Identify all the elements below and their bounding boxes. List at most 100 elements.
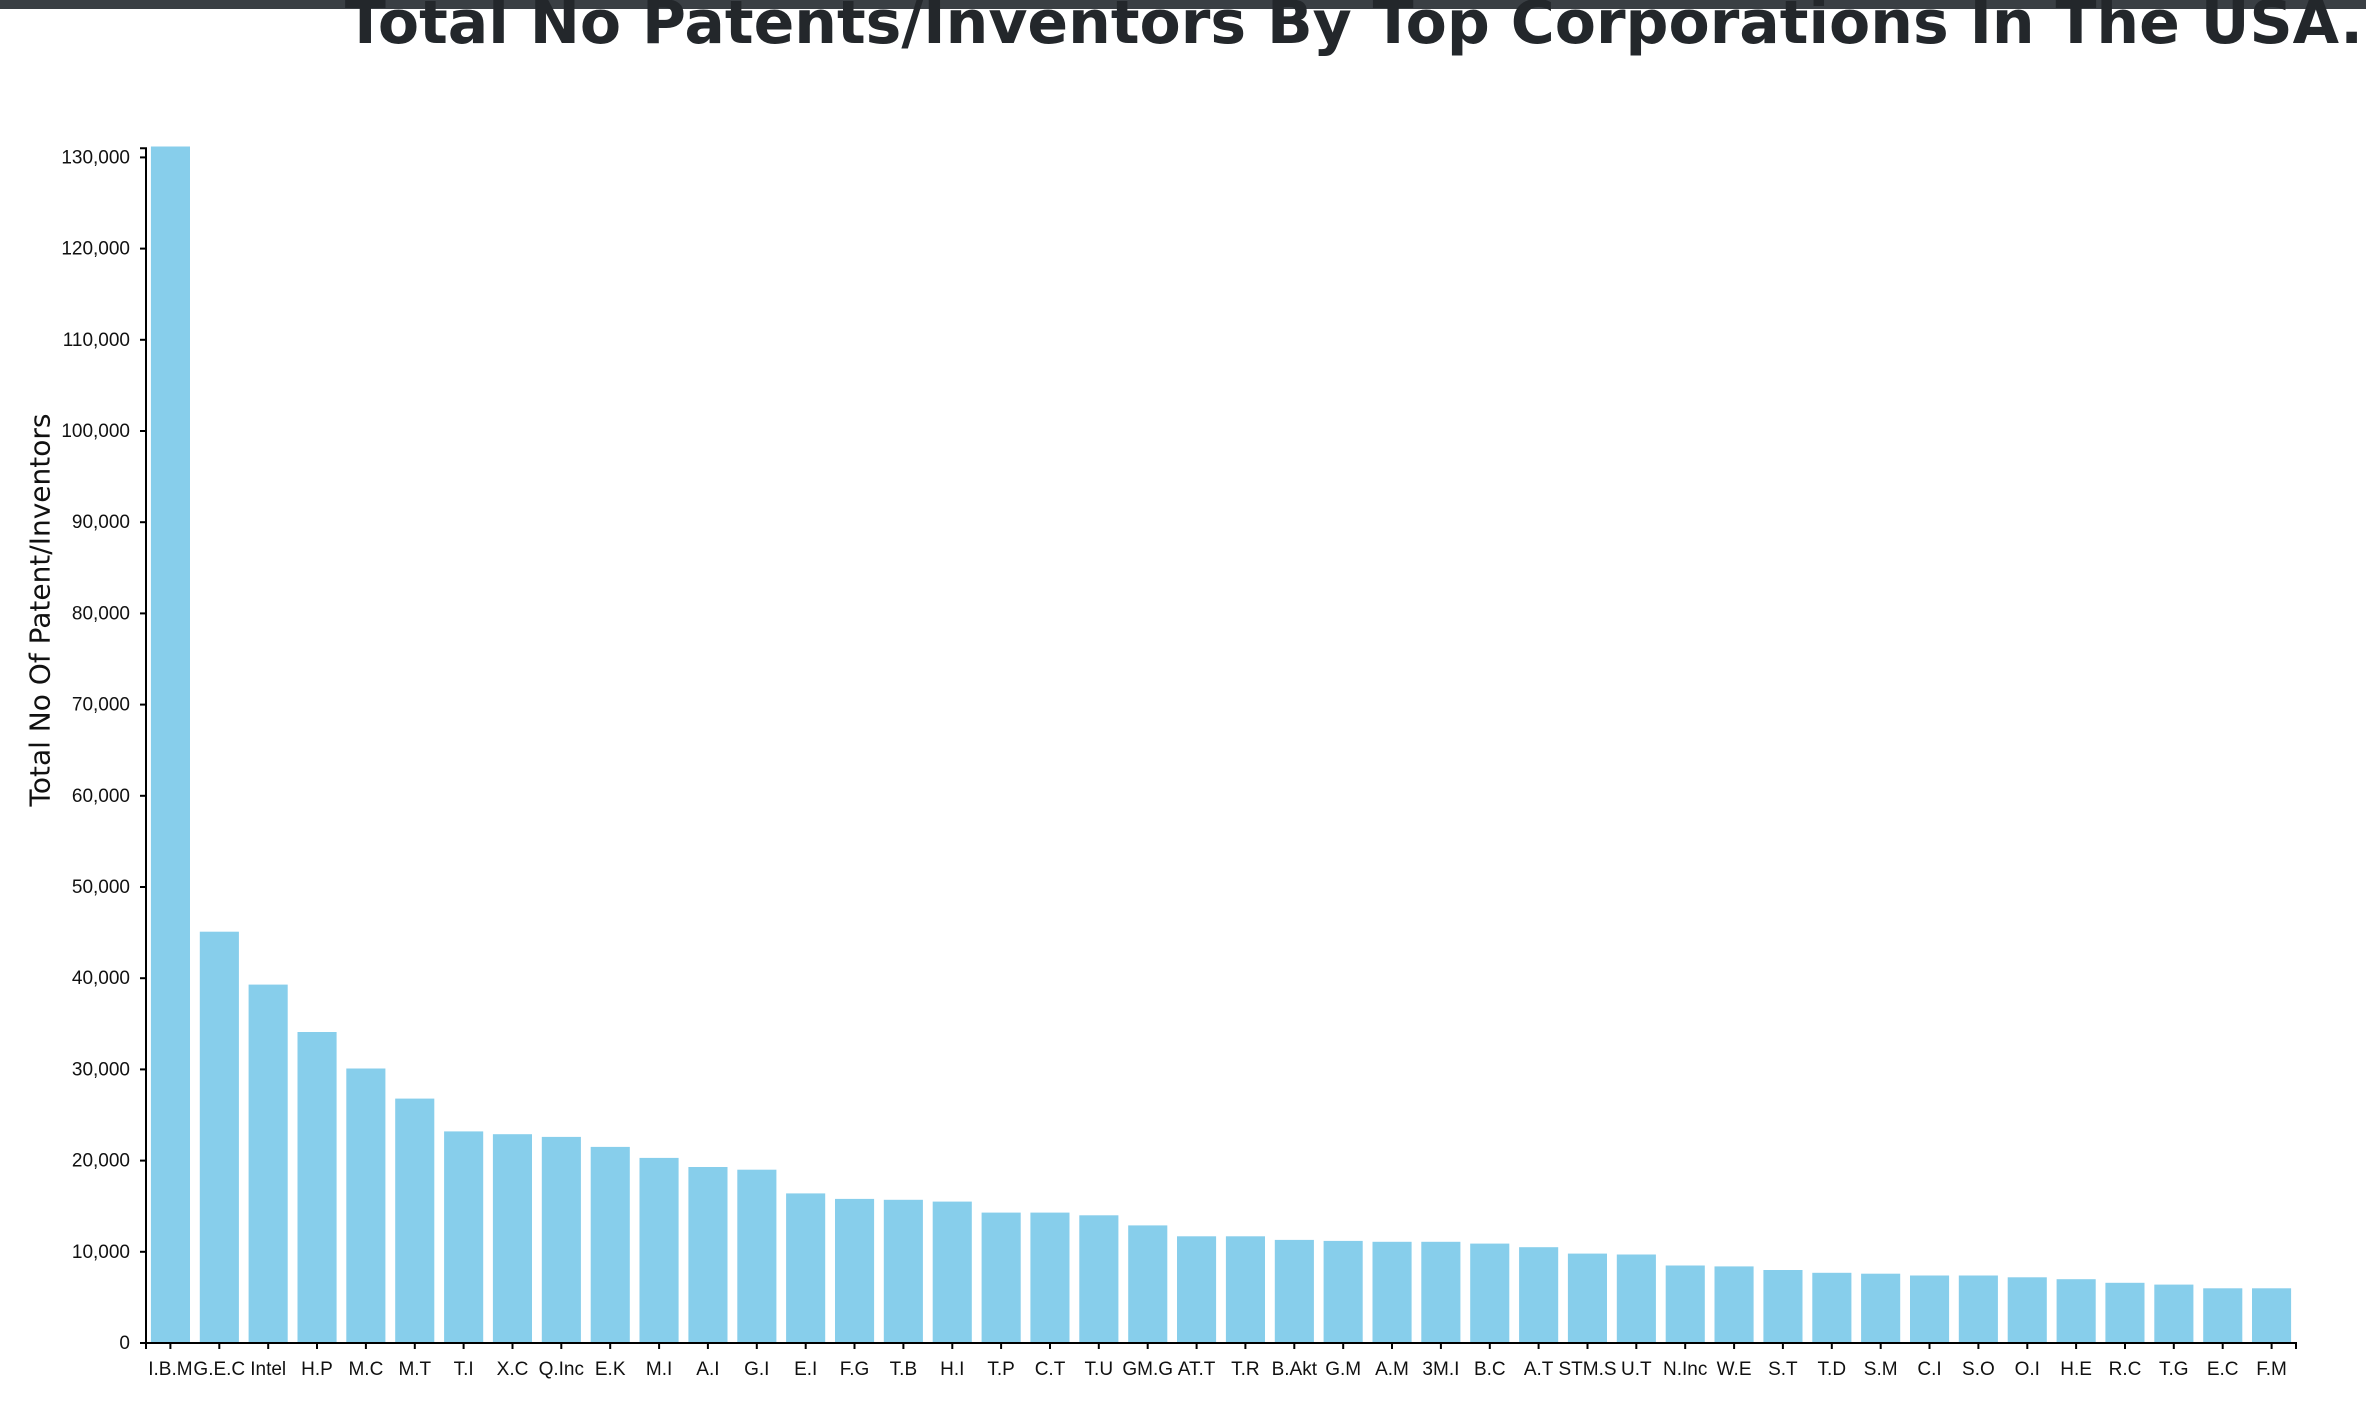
x-tick-label-42: E.C (2207, 1359, 2239, 1380)
bar-3 (298, 1032, 337, 1343)
y-tick-label-12: 120,000 (61, 239, 130, 260)
bar-1 (200, 932, 239, 1343)
bar-9 (591, 1147, 630, 1343)
x-tick-label-11: A.I (696, 1359, 719, 1380)
bar-10 (640, 1158, 679, 1343)
x-tick-label-32: W.E (1717, 1359, 1752, 1380)
y-tick-label-13: 130,000 (61, 147, 130, 168)
bar-40 (2105, 1283, 2144, 1343)
y-tick-label-8: 80,000 (72, 603, 130, 624)
x-tick-label-6: T.I (454, 1359, 474, 1380)
bar-23 (1275, 1240, 1314, 1343)
y-tick-label-1: 10,000 (72, 1242, 130, 1263)
bar-43 (2252, 1288, 2291, 1343)
bar-18 (1030, 1213, 1069, 1343)
y-tick-label-2: 20,000 (72, 1151, 130, 1172)
x-tick-label-13: E.I (794, 1359, 817, 1380)
x-tick-label-0: I.B.M (148, 1359, 192, 1380)
x-tick-label-17: T.P (987, 1359, 1014, 1380)
x-tick-label-33: S.T (1768, 1359, 1798, 1380)
x-tick-label-8: Q.Inc (539, 1359, 584, 1380)
y-tick-label-3: 30,000 (72, 1059, 130, 1080)
bar-22 (1226, 1236, 1265, 1343)
y-tick-label-11: 110,000 (63, 330, 130, 351)
x-tick-label-5: M.T (398, 1359, 431, 1380)
bar-21 (1177, 1236, 1216, 1343)
x-tick-label-21: AT.T (1178, 1359, 1216, 1380)
bar-14 (835, 1199, 874, 1343)
bar-38 (2008, 1277, 2047, 1343)
bar-7 (493, 1134, 532, 1343)
bar-0 (151, 147, 190, 1344)
bar-32 (1715, 1266, 1754, 1343)
x-tick-label-34: T.D (1818, 1359, 1847, 1380)
x-tick-label-19: T.U (1085, 1359, 1114, 1380)
x-tick-label-26: 3M.I (1422, 1359, 1459, 1380)
x-tick-label-1: G.E.C (193, 1359, 245, 1380)
y-tick-label-6: 60,000 (72, 786, 130, 807)
bar-16 (933, 1202, 972, 1343)
x-tick-label-28: A.T (1524, 1359, 1554, 1380)
bar-37 (1959, 1276, 1998, 1344)
x-tick-label-37: S.O (1962, 1359, 1995, 1380)
y-tick-label-5: 50,000 (72, 877, 130, 898)
bar-30 (1617, 1255, 1656, 1344)
x-tick-label-31: N.Inc (1663, 1359, 1707, 1380)
x-tick-label-35: S.M (1864, 1359, 1898, 1380)
bar-29 (1568, 1254, 1607, 1343)
x-tick-label-38: O.I (2015, 1359, 2040, 1380)
x-tick-label-36: C.I (1917, 1359, 1941, 1380)
bar-28 (1519, 1247, 1558, 1343)
x-tick-label-9: E.K (595, 1359, 626, 1380)
x-tick-label-22: T.R (1231, 1359, 1260, 1380)
bar-39 (2057, 1279, 2096, 1343)
bar-26 (1421, 1242, 1460, 1343)
bar-42 (2203, 1288, 2242, 1343)
x-tick-label-15: T.B (890, 1359, 917, 1380)
x-tick-label-2: Intel (250, 1359, 286, 1380)
x-tick-label-43: F.M (2256, 1359, 2287, 1380)
x-tick-label-7: X.C (497, 1359, 529, 1380)
y-tick-label-0: 0 (119, 1333, 130, 1354)
bar-35 (1861, 1274, 1900, 1343)
bar-5 (395, 1099, 434, 1343)
bar-12 (737, 1170, 776, 1343)
bar-11 (688, 1167, 727, 1343)
x-tick-label-30: U.T (1621, 1359, 1652, 1380)
x-tick-label-4: M.C (348, 1359, 383, 1380)
x-tick-label-29: STM.S (1558, 1359, 1616, 1380)
y-tick-label-10: 100,000 (61, 421, 130, 442)
y-tick-label-4: 40,000 (72, 968, 130, 989)
x-tick-label-25: A.M (1375, 1359, 1409, 1380)
bar-27 (1470, 1244, 1509, 1343)
bar-15 (884, 1200, 923, 1343)
y-tick-label-9: 90,000 (72, 512, 130, 533)
bar-33 (1763, 1270, 1802, 1343)
bar-41 (2154, 1285, 2193, 1343)
bar-2 (249, 985, 288, 1343)
bar-20 (1128, 1225, 1167, 1343)
bar-19 (1079, 1215, 1118, 1343)
x-tick-label-24: G.M (1325, 1359, 1361, 1380)
bar-13 (786, 1193, 825, 1343)
bar-31 (1666, 1266, 1705, 1344)
bar-34 (1812, 1273, 1851, 1343)
bar-4 (346, 1069, 385, 1344)
x-tick-label-40: R.C (2109, 1359, 2142, 1380)
x-tick-label-12: G.I (744, 1359, 769, 1380)
x-tick-label-10: M.I (646, 1359, 672, 1380)
x-tick-label-41: T.G (2159, 1359, 2189, 1380)
bar-17 (982, 1213, 1021, 1343)
bar-6 (444, 1131, 483, 1343)
x-tick-label-14: F.G (840, 1359, 870, 1380)
bar-36 (1910, 1276, 1949, 1344)
x-tick-label-27: B.C (1474, 1359, 1506, 1380)
x-tick-label-20: GM.G (1122, 1359, 1173, 1380)
y-axis-line (140, 148, 146, 1343)
x-tick-label-16: H.I (940, 1359, 964, 1380)
x-tick-label-39: H.E (2060, 1359, 2092, 1380)
x-axis-line (146, 1343, 2296, 1349)
x-tick-label-3: H.P (301, 1359, 333, 1380)
x-tick-label-23: B.Akt (1272, 1359, 1318, 1380)
